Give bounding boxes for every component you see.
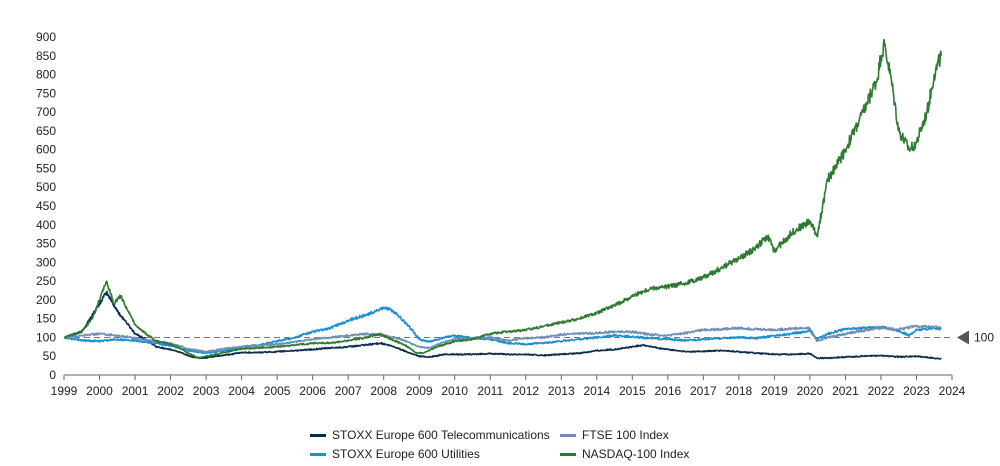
y-tick-label: 850 xyxy=(36,49,56,63)
x-tick-label: 2006 xyxy=(299,384,326,398)
legend-swatch-stoxx-utilities xyxy=(310,452,326,456)
y-tick-label: 100 xyxy=(36,330,56,344)
line-chart: 0 50 100 150 200 250 300 350 400 450 500 550 600 650 7… xyxy=(36,30,994,398)
y-axis-ticks: 0 50 100 150 200 250 300 350 400 450 500 550 600 650 7… xyxy=(36,30,56,382)
x-axis-ticks: 1999 2000 2001 2002 2003 2004 2005 2006 2007 2008… xyxy=(51,375,966,398)
y-tick-label: 500 xyxy=(36,180,56,194)
y-tick-label: 450 xyxy=(36,199,56,213)
y-tick-label: 150 xyxy=(36,312,56,326)
x-tick-label: 2005 xyxy=(264,384,291,398)
x-tick-label: 2011 xyxy=(477,384,503,398)
x-tick-label: 2004 xyxy=(228,384,255,398)
x-tick-label: 2007 xyxy=(335,384,362,398)
x-tick-label: 2002 xyxy=(157,384,184,398)
legend-label-ftse-100: FTSE 100 Index xyxy=(582,428,669,442)
legend-item-nasdaq-100: NASDAQ-100 Index xyxy=(560,447,689,461)
reference-marker-icon xyxy=(957,330,969,345)
x-tick-label: 2022 xyxy=(868,384,895,398)
y-tick-label: 350 xyxy=(36,237,56,251)
x-tick-label: 2001 xyxy=(122,384,149,398)
x-tick-label: 2013 xyxy=(548,384,575,398)
legend-item-ftse-100: FTSE 100 Index xyxy=(560,428,669,442)
y-tick-label: 800 xyxy=(36,68,56,82)
series-lines xyxy=(63,38,943,360)
x-tick-label: 2000 xyxy=(86,384,113,398)
x-tick-label: 2008 xyxy=(370,384,397,398)
x-tick-label: 2020 xyxy=(797,384,824,398)
x-tick-label: 2024 xyxy=(939,384,966,398)
y-tick-label: 900 xyxy=(36,30,56,44)
legend-item-stoxx-telecom: STOXX Europe 600 Telecommunications xyxy=(310,428,550,442)
legend-swatch-stoxx-telecom xyxy=(310,433,326,437)
x-tick-label: 2023 xyxy=(903,384,930,398)
y-tick-label: 550 xyxy=(36,161,56,175)
y-tick-label: 600 xyxy=(36,143,56,157)
x-tick-label: 2015 xyxy=(619,384,646,398)
legend-label-stoxx-utilities: STOXX Europe 600 Utilities xyxy=(332,447,480,461)
series-line-nasdaq-100-index xyxy=(63,38,943,360)
legend-swatch-nasdaq-100 xyxy=(560,452,576,456)
y-tick-label: 250 xyxy=(36,274,56,288)
y-tick-label: 0 xyxy=(49,368,56,382)
y-tick-label: 400 xyxy=(36,218,56,232)
legend-label-nasdaq-100: NASDAQ-100 Index xyxy=(582,447,690,461)
x-tick-label: 2012 xyxy=(512,384,539,398)
x-tick-label: 2014 xyxy=(583,384,610,398)
x-tick-label: 2019 xyxy=(761,384,788,398)
x-tick-label: 2016 xyxy=(654,384,681,398)
y-tick-label: 200 xyxy=(36,293,56,307)
y-tick-label: 700 xyxy=(36,105,56,119)
legend-label-stoxx-telecom: STOXX Europe 600 Telecommunications xyxy=(332,428,550,442)
x-tick-label: 2018 xyxy=(726,384,753,398)
legend-item-stoxx-utilities: STOXX Europe 600 Utilities xyxy=(310,447,480,461)
series-line-stoxx-europe-600-utilities xyxy=(63,306,942,355)
x-tick-label: 2021 xyxy=(832,384,859,398)
x-tick-label: 1999 xyxy=(51,384,78,398)
x-tick-label: 2003 xyxy=(193,384,220,398)
y-tick-label: 750 xyxy=(36,86,56,100)
legend-swatch-ftse-100 xyxy=(560,433,576,437)
x-tick-label: 2010 xyxy=(441,384,468,398)
y-tick-label: 650 xyxy=(36,124,56,138)
reference-label: 100 xyxy=(974,330,994,344)
y-tick-label: 300 xyxy=(36,255,56,269)
series-line-stoxx-europe-600-telecommunications xyxy=(63,290,942,360)
series-line-ftse-100-index xyxy=(63,324,942,353)
y-tick-label: 50 xyxy=(43,349,57,363)
x-tick-label: 2009 xyxy=(406,384,433,398)
x-tick-label: 2017 xyxy=(690,384,717,398)
